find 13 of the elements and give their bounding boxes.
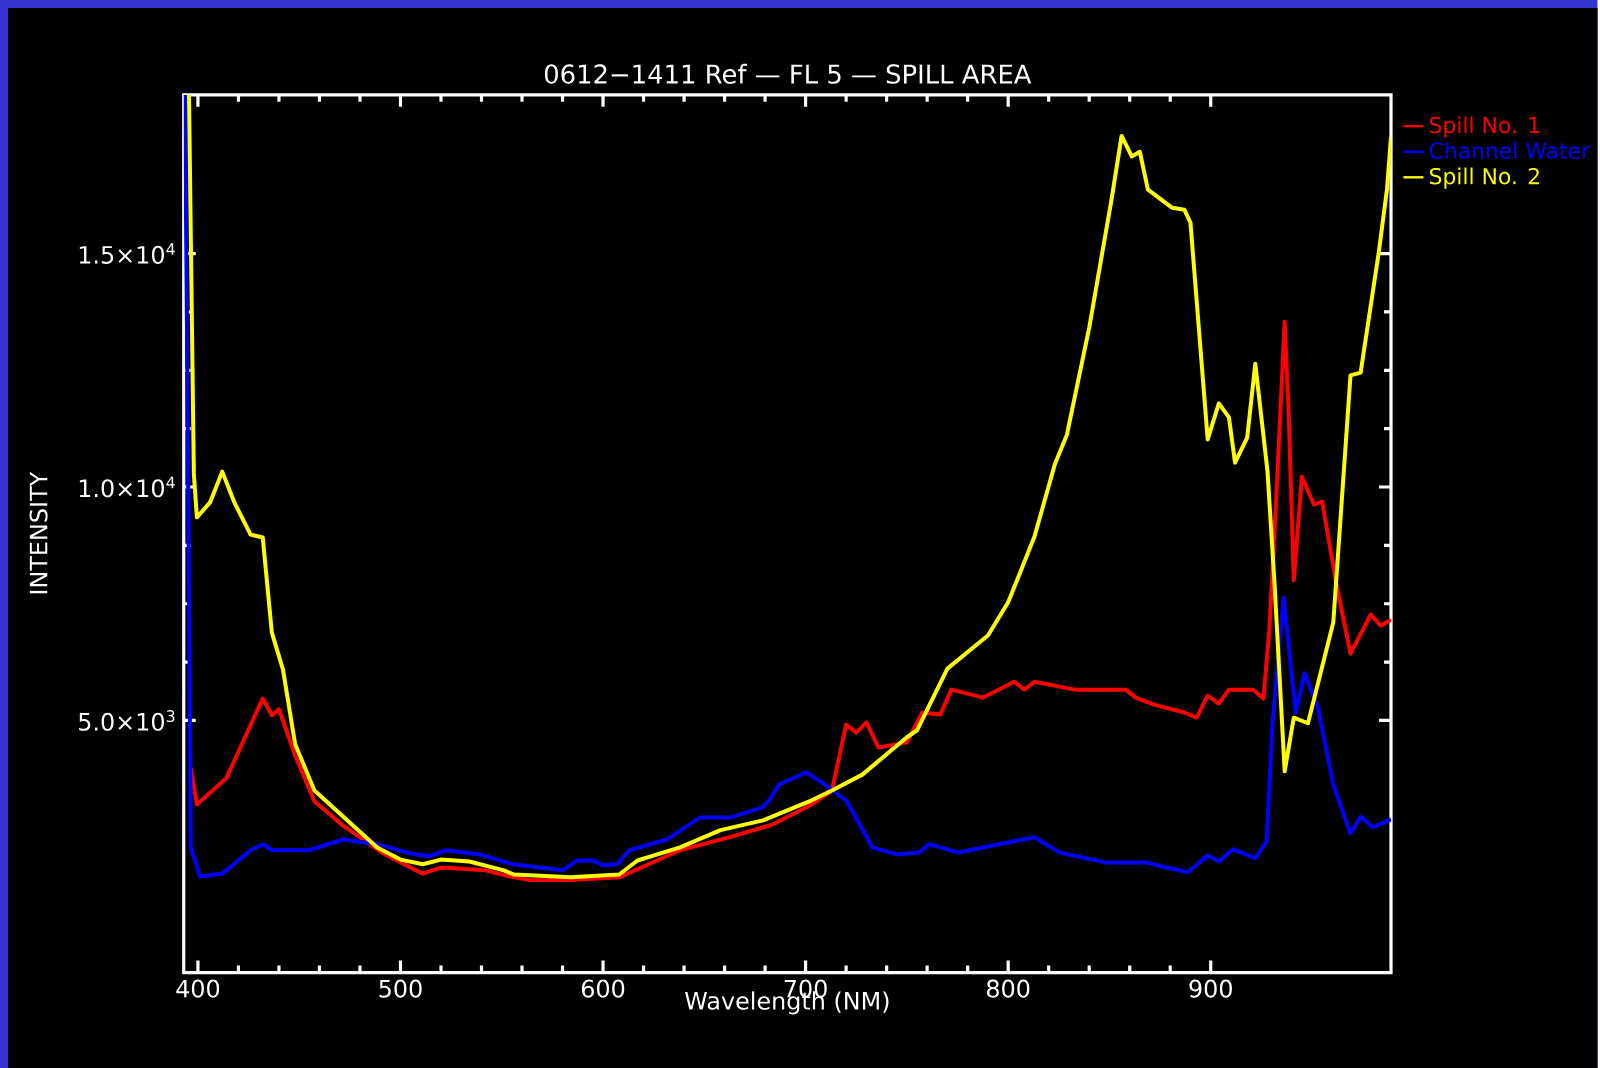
legend-label: Channel Water xyxy=(1429,141,1591,159)
x-tick-label: 500 xyxy=(379,979,422,998)
legend-label: Spill No. 1 xyxy=(1429,116,1540,138)
y-tick-label: 1.5×10$^{4}$ xyxy=(79,243,175,264)
y-tick-label: 5.0×10$^{3}$ xyxy=(79,709,175,731)
y-tick-label: 1.0×10$^{4}$ xyxy=(79,476,175,498)
chart-title: 0612−1411 Ref — FL 5 — SPILL AREA xyxy=(544,63,1032,84)
legend-label: Spill No. 2 xyxy=(1429,167,1539,189)
y-axis-title: INTENSITY xyxy=(29,471,48,594)
x-tick-label: 400 xyxy=(176,979,220,998)
x-tick-label: 600 xyxy=(581,979,625,998)
x-tick-label: 900 xyxy=(1189,979,1232,998)
x-tick-label: 800 xyxy=(987,979,1030,998)
